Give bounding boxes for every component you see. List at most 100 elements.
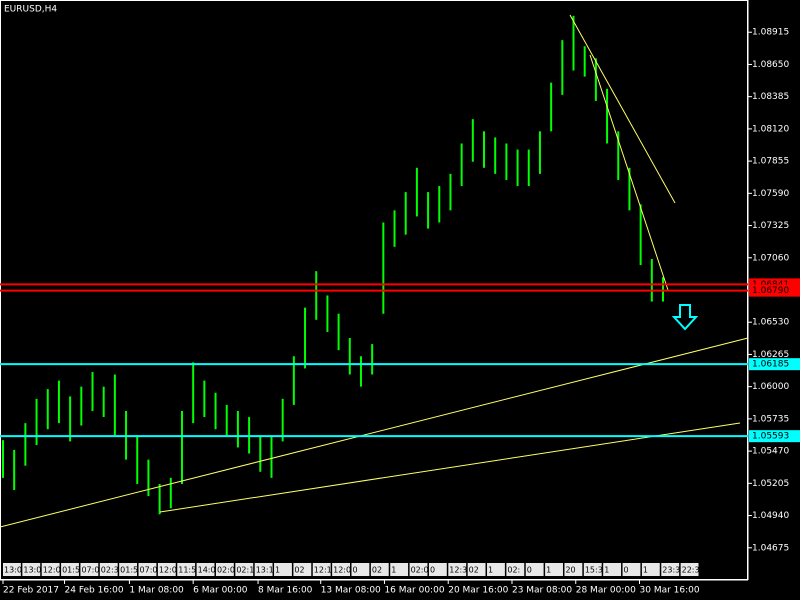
y-tick-label: 1.08120: [752, 124, 789, 134]
scroll-label: 02: [294, 566, 304, 575]
scroll-label-bg: [119, 563, 138, 576]
scroll-label-bg: [603, 563, 622, 576]
scroll-label-bg: [564, 563, 583, 576]
scroll-label-bg: [215, 563, 234, 576]
trend-line: [589, 54, 669, 291]
scroll-label-bg: [622, 563, 641, 576]
scroll-label: 23:3: [662, 566, 680, 575]
level-label: 1.06185: [752, 360, 789, 370]
scroll-label: 12:1: [314, 566, 332, 575]
scroll-label: 1: [488, 566, 493, 575]
scroll-label-bg: [22, 563, 41, 576]
scroll-label-bg: [41, 563, 60, 576]
scroll-label: 02:: [507, 566, 520, 575]
scroll-label-bg: [274, 563, 292, 576]
y-tick-label: 1.07590: [752, 189, 789, 199]
scroll-label-bg: [235, 563, 254, 576]
scroll-label-bg: [390, 563, 409, 576]
scroll-label: 02:00: [217, 566, 240, 575]
scroll-label-bg: [428, 563, 447, 576]
scroll-label-bg: [641, 563, 660, 576]
scroll-label: 12:00: [333, 566, 356, 575]
trend-line: [569, 14, 676, 204]
scroll-label: 02: [372, 566, 382, 575]
x-tick-label: 22 Feb 2017: [3, 586, 59, 596]
arrow-down: [671, 304, 699, 331]
level-label-bg: [749, 430, 800, 443]
scroll-label: 07:0: [81, 566, 99, 575]
scroll-label: 14:0: [198, 566, 216, 575]
scroll-label-bg: [409, 563, 428, 576]
scroll-label: 0: [624, 566, 629, 575]
scroll-label-bg: [680, 563, 699, 576]
x-tick-label: 13 Mar 08:00: [321, 586, 381, 596]
scroll-label-bg: [138, 563, 157, 576]
y-tick-label: 1.06000: [752, 382, 789, 392]
y-tick-label: 1.06265: [752, 350, 789, 360]
scroll-label-bg: [583, 563, 602, 576]
scroll-label-bg: [370, 563, 389, 576]
scroll-label: 13:1: [256, 566, 274, 575]
scroll-label-bg: [545, 563, 563, 576]
y-tick-label: 1.05205: [752, 479, 789, 489]
scroll-label: 02:0: [411, 566, 429, 575]
scroll-label: 07:00: [140, 566, 163, 575]
level-label-bg: [749, 358, 800, 371]
scroll-label: 1: [546, 566, 551, 575]
x-tick-label: 23 Mar 08:00: [512, 586, 572, 596]
y-tick-label: 1.08650: [752, 60, 789, 70]
scroll-label-bg: [254, 563, 273, 576]
x-tick-label: 6 Mar 00:00: [193, 586, 248, 596]
trend-line: [0, 337, 749, 528]
scroll-label: 02:30: [101, 566, 124, 575]
scroll-label: 12:3: [449, 566, 467, 575]
scroll-label-bg: [312, 563, 331, 576]
scroll-label: 1: [643, 566, 648, 575]
y-tick-label: 1.07060: [752, 253, 789, 263]
scroll-label-bg: [332, 563, 350, 576]
scroll-label: 02: [469, 566, 479, 575]
x-tick-label: 30 Mar 16:00: [640, 586, 700, 596]
scroll-label: 0: [527, 566, 532, 575]
y-tick-label: 1.05470: [752, 447, 789, 457]
y-tick-label: 1.07325: [752, 221, 789, 231]
y-tick-label: 1.05735: [752, 414, 789, 424]
level-label: 1.05593: [752, 432, 789, 442]
y-tick-label: 1.07855: [752, 157, 789, 167]
scroll-label: 12:0: [43, 566, 61, 575]
level-label-bg: [749, 284, 800, 297]
scroll-label-bg: [157, 563, 176, 576]
scroll-label-bg: [467, 563, 486, 576]
scroll-label-bg: [196, 563, 215, 576]
y-tick-label: 1.08385: [752, 92, 789, 102]
x-tick-label: 24 Feb 16:00: [65, 586, 124, 596]
scroll-label-bg: [61, 563, 79, 576]
plot-area: [2, 15, 664, 515]
scroll-label-bg: [3, 563, 21, 576]
trend-lines: [0, 14, 749, 528]
scroll-label: 13:0: [4, 566, 22, 575]
x-tick-label: 16 Mar 00:00: [384, 586, 444, 596]
y-tick-label: 1.04940: [752, 511, 789, 521]
scroll-label: 12:0: [159, 566, 177, 575]
y-tick-label: 1.04675: [752, 543, 789, 553]
chart-title: EURUSD,H4: [4, 5, 57, 15]
scroll-label: 1: [604, 566, 609, 575]
scroll-label: 1: [391, 566, 396, 575]
scroll-label-bg: [80, 563, 99, 576]
x-tick-label: 8 Mar 16:00: [258, 586, 313, 596]
x-tick-label: 20 Mar 16:00: [448, 586, 508, 596]
scroll-label-bg: [448, 563, 467, 576]
x-tick-label: 1 Mar 08:00: [129, 586, 184, 596]
scroll-label-bg: [99, 563, 118, 576]
scroll-label: 02:1: [236, 566, 254, 575]
scroll-label: 11:50: [178, 566, 201, 575]
scroll-label: 22:30: [682, 566, 705, 575]
y-tick-label: 1.08915: [752, 28, 789, 38]
scroll-label: 0: [430, 566, 435, 575]
scroll-label-bg: [293, 563, 312, 576]
trend-line: [159, 422, 741, 513]
level-label: 1.06790: [752, 286, 789, 296]
